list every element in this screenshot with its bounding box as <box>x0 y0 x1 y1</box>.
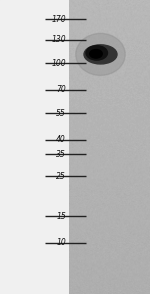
Text: 15: 15 <box>56 212 66 220</box>
Bar <box>0 0 69 294</box>
Text: 170: 170 <box>51 15 66 24</box>
Text: 25: 25 <box>56 172 66 181</box>
Text: 10: 10 <box>56 238 66 247</box>
Ellipse shape <box>76 34 125 76</box>
Text: 35: 35 <box>56 150 66 159</box>
Ellipse shape <box>86 46 107 60</box>
Ellipse shape <box>84 45 117 64</box>
Text: 100: 100 <box>51 59 66 68</box>
Text: 70: 70 <box>56 85 66 94</box>
Text: 40: 40 <box>56 135 66 144</box>
Ellipse shape <box>90 49 102 58</box>
Text: 130: 130 <box>51 35 66 44</box>
Text: 55: 55 <box>56 109 66 118</box>
